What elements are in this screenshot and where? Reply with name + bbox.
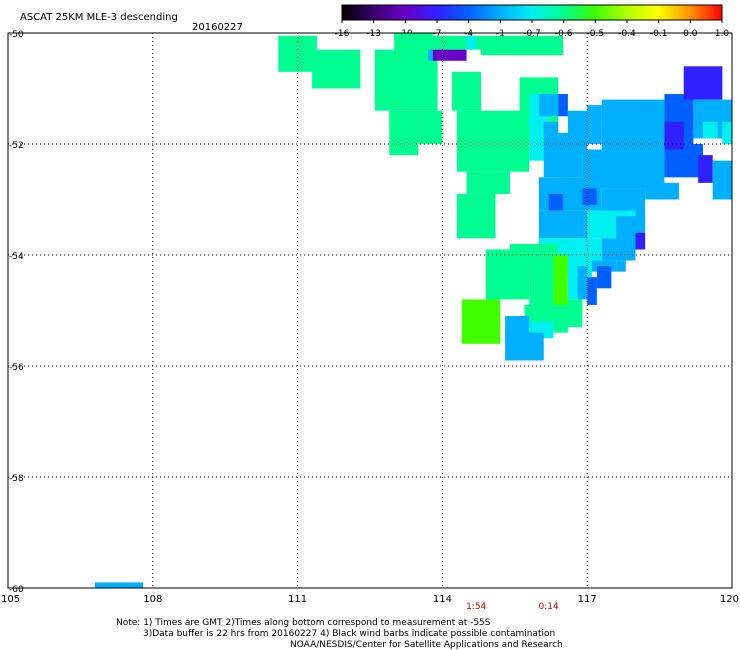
data-cell <box>418 110 443 144</box>
note-line-2: 3)Data buffer is 22 hrs from 20160227 4)… <box>143 629 555 639</box>
data-cell <box>553 255 568 311</box>
y-tick-label: -52 <box>9 141 24 151</box>
colorbar-label: -0.6 <box>555 29 573 39</box>
colorbar-label: -7 <box>433 29 442 39</box>
data-cell <box>374 49 438 111</box>
x-tick-label: 117 <box>578 594 597 605</box>
colorbar-label: -0.7 <box>523 29 541 39</box>
data-cell <box>567 260 578 300</box>
data-cell <box>683 66 723 100</box>
data-cell <box>456 110 530 172</box>
colorbar-label: -4 <box>464 29 473 39</box>
data-cell <box>538 210 588 239</box>
data-cell <box>466 171 510 194</box>
colorbar-label: 0.0 <box>683 29 698 39</box>
data-cell <box>394 33 433 56</box>
data-cell <box>432 49 467 61</box>
colorbar-label: -0.1 <box>650 29 668 39</box>
data-cell <box>577 266 588 300</box>
time-label: 0:14 <box>538 602 558 612</box>
data-cell <box>452 71 482 111</box>
data-cell <box>553 321 568 333</box>
data-cell <box>456 193 496 239</box>
x-axis-ticks: 105 108 111 114 117 120 <box>1 594 739 605</box>
data-cell <box>481 35 564 56</box>
y-tick-label: -56 <box>9 363 24 373</box>
note-line-3: NOAA/NESDIS/Center for Satellite Applica… <box>290 640 563 650</box>
x-tick-label: 108 <box>143 594 162 605</box>
data-cell <box>606 243 636 261</box>
x-tick-label: 111 <box>288 594 307 605</box>
data-cell <box>389 110 419 156</box>
time-labels: 1:54 0:14 <box>466 602 559 612</box>
colorbar: -16-13-10-7-4-1-0.7-0.6-0.5-0.4-0.10.01.… <box>335 4 730 39</box>
data-cell <box>664 121 684 150</box>
chart-date: 20160227 <box>192 22 243 33</box>
data-cell <box>596 266 612 289</box>
data-cell <box>529 255 554 311</box>
y-tick-label: -54 <box>9 252 24 262</box>
data-cell <box>712 160 732 200</box>
y-tick-label: -60 <box>9 585 24 595</box>
data-cell <box>616 260 626 272</box>
y-tick-label: -58 <box>9 474 24 484</box>
colorbar-label: -1 <box>496 29 505 39</box>
data-cell <box>505 332 544 361</box>
y-axis-ticks: -50 -52 -54 -56 -58 -60 <box>9 30 24 595</box>
data-cell <box>558 94 568 117</box>
data-cell <box>312 49 361 89</box>
data-cell <box>722 121 732 144</box>
data-cell <box>587 105 602 117</box>
plot-frame <box>7 32 733 589</box>
data-cell <box>427 49 433 61</box>
colorbar-label: 1.0 <box>715 29 730 39</box>
data-cell <box>592 260 617 272</box>
data-cell <box>703 121 718 139</box>
data-cell <box>543 144 583 178</box>
colorbar-gradient <box>341 4 723 21</box>
data-cell <box>582 188 597 206</box>
colorbar-label: -0.4 <box>618 29 636 39</box>
colorbar-label: -0.5 <box>587 29 605 39</box>
colorbar-label: -13 <box>366 29 381 39</box>
data-cell <box>645 182 679 200</box>
data-cell <box>466 35 477 50</box>
y-tick-label: -50 <box>9 30 24 40</box>
data-cell <box>635 232 646 250</box>
data-cell <box>94 582 144 588</box>
note-line-1: Note: 1) Times are GMT 2)Times along bot… <box>116 618 491 628</box>
colorbar-label: -16 <box>335 29 350 39</box>
data-cell <box>601 99 665 156</box>
time-label: 1:54 <box>466 602 486 612</box>
x-tick-label: 114 <box>433 594 452 605</box>
data-cell <box>485 249 530 300</box>
chart-title: ASCAT 25KM MLE-3 descending <box>20 12 178 23</box>
data-cell <box>538 94 559 117</box>
x-tick-label: 120 <box>720 594 739 605</box>
grid-lines <box>8 33 732 588</box>
data-cell <box>548 193 564 211</box>
data-cells <box>94 33 732 588</box>
data-cell <box>587 277 597 305</box>
data-cell <box>698 155 713 183</box>
x-tick-label: 105 <box>1 594 20 605</box>
data-cell <box>567 299 583 311</box>
data-cell <box>461 299 501 344</box>
